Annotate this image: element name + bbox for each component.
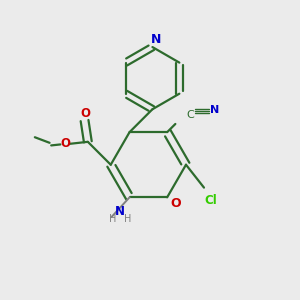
Text: O: O: [170, 197, 181, 210]
Text: N: N: [115, 205, 125, 218]
Text: C: C: [186, 110, 194, 120]
Text: O: O: [80, 107, 91, 120]
Text: N: N: [210, 105, 219, 115]
Text: H: H: [124, 214, 131, 224]
Text: N: N: [151, 33, 161, 46]
Text: H: H: [109, 214, 116, 224]
Text: O: O: [60, 136, 70, 150]
Text: Cl: Cl: [204, 194, 217, 207]
